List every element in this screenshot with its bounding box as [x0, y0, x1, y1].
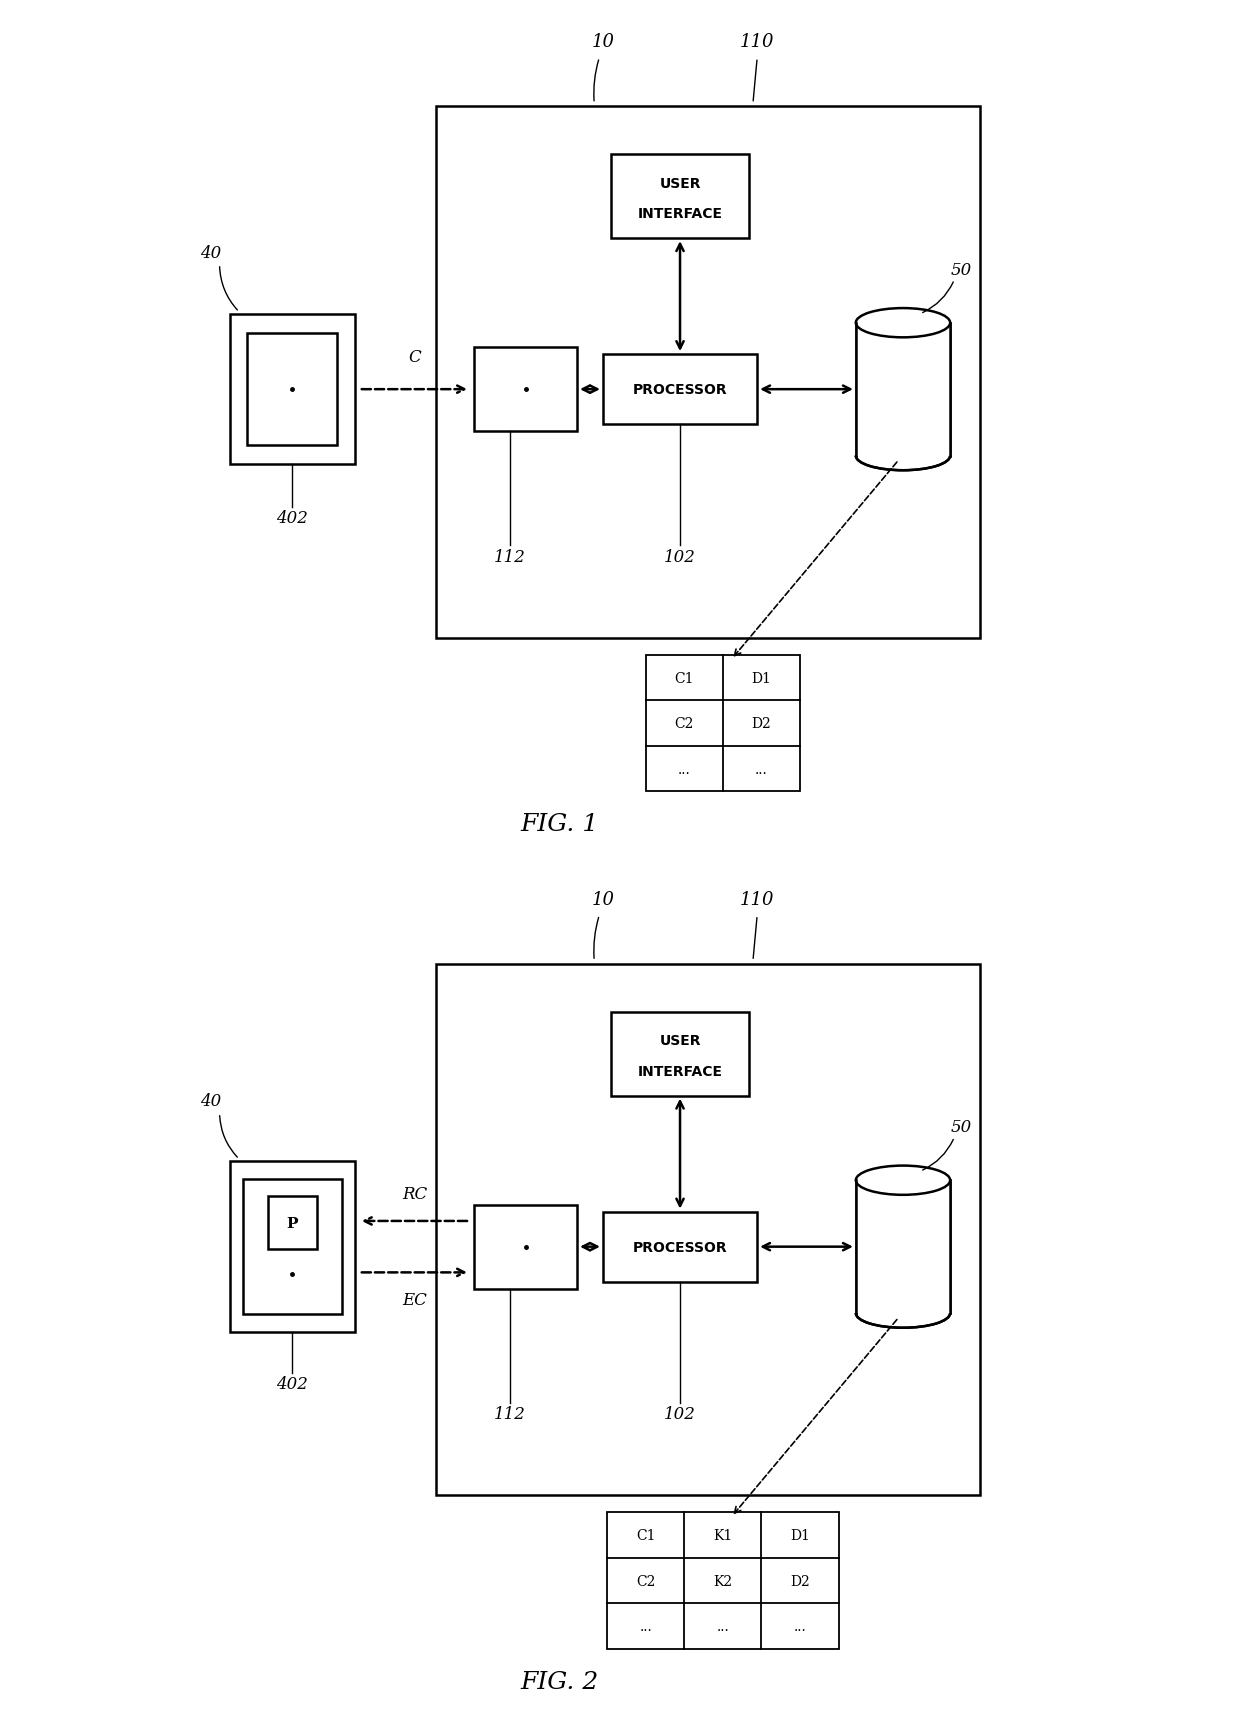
Bar	[608, 1513, 838, 1649]
Text: K2: K2	[713, 1573, 733, 1587]
Text: C: C	[408, 350, 420, 365]
Text: INTERFACE: INTERFACE	[637, 1064, 723, 1078]
Text: 40: 40	[201, 245, 222, 261]
Text: 402: 402	[277, 1375, 309, 1392]
Text: ...: ...	[755, 763, 768, 776]
Bar	[611, 1011, 749, 1097]
Text: ...: ...	[678, 763, 691, 776]
Bar	[646, 655, 800, 792]
Text: P: P	[286, 1215, 298, 1231]
Text: PROCESSOR: PROCESSOR	[632, 1239, 728, 1255]
Text: 102: 102	[665, 1405, 696, 1423]
Text: 110: 110	[740, 34, 775, 51]
Text: USER: USER	[660, 177, 701, 190]
Bar	[474, 348, 577, 432]
Text: C2: C2	[675, 716, 694, 730]
Text: 112: 112	[495, 548, 526, 566]
Text: 402: 402	[277, 511, 309, 526]
Text: FIG. 1: FIG. 1	[521, 812, 599, 835]
Text: ...: ...	[640, 1620, 652, 1633]
Text: FIG. 2: FIG. 2	[521, 1669, 599, 1693]
Text: USER: USER	[660, 1034, 701, 1047]
Bar	[856, 1181, 950, 1313]
Text: C1: C1	[675, 672, 694, 686]
Bar	[268, 1196, 317, 1250]
Text: 50: 50	[951, 1119, 972, 1135]
Text: K1: K1	[713, 1529, 733, 1543]
Text: D2: D2	[790, 1573, 810, 1587]
Bar	[856, 324, 950, 456]
Text: 112: 112	[495, 1405, 526, 1423]
Text: 50: 50	[951, 262, 972, 278]
Bar	[646, 655, 800, 792]
Bar	[231, 1162, 355, 1333]
Text: 40: 40	[201, 1094, 222, 1111]
Ellipse shape	[856, 309, 950, 338]
Text: EC: EC	[402, 1292, 427, 1308]
Bar	[435, 106, 980, 638]
Bar	[248, 334, 337, 446]
Text: ...: ...	[717, 1620, 729, 1633]
Bar	[231, 315, 355, 464]
Bar	[603, 355, 758, 425]
Text: ...: ...	[794, 1620, 806, 1633]
Text: 102: 102	[665, 548, 696, 566]
Ellipse shape	[856, 1166, 950, 1195]
Text: INTERFACE: INTERFACE	[637, 207, 723, 221]
Text: RC: RC	[402, 1186, 427, 1203]
Bar	[243, 1179, 342, 1315]
Text: D1: D1	[790, 1529, 810, 1543]
Text: 110: 110	[740, 891, 775, 908]
Bar	[435, 963, 980, 1495]
Text: D2: D2	[751, 716, 771, 730]
Text: C1: C1	[636, 1529, 656, 1543]
Text: C2: C2	[636, 1573, 656, 1587]
Text: 10: 10	[591, 891, 614, 908]
Bar	[603, 1212, 758, 1282]
Bar	[608, 1513, 838, 1649]
Text: PROCESSOR: PROCESSOR	[632, 382, 728, 398]
Text: D1: D1	[751, 672, 771, 686]
Bar	[474, 1205, 577, 1289]
Text: 10: 10	[591, 34, 614, 51]
Bar	[611, 156, 749, 240]
